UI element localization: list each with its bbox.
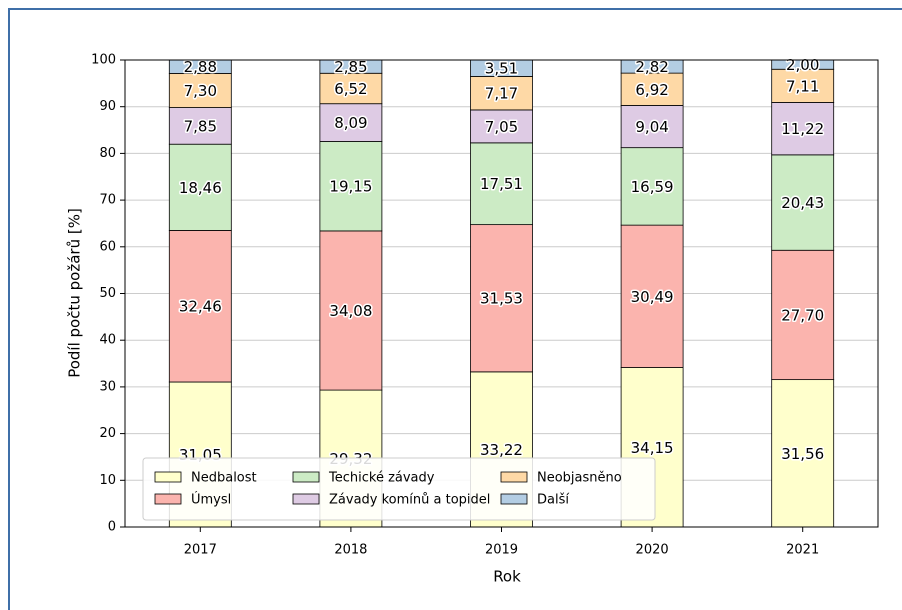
legend-box (142, 457, 656, 521)
y-tick-label: 30 (99, 379, 116, 394)
bar-segment (319, 72, 383, 105)
data-label: 8,09 (334, 114, 367, 132)
bar-segment (771, 68, 835, 103)
bar-segment (771, 154, 835, 251)
legend-swatch (292, 493, 320, 505)
bar-segment (470, 109, 533, 144)
data-label: 34,08 (329, 302, 372, 320)
bar-segment (168, 107, 232, 145)
legend-swatch (154, 493, 182, 505)
y-tick-label: 20 (99, 426, 116, 441)
bar-segment (470, 142, 533, 226)
legend-swatch (154, 471, 182, 483)
data-label: 33,22 (480, 441, 523, 459)
y-tick-label: 100 (91, 53, 116, 68)
x-tick-label: 2019 (485, 543, 518, 558)
data-label: 18,46 (179, 179, 222, 197)
bar-segment (620, 147, 684, 226)
x-tick-label: 2020 (636, 543, 669, 558)
data-label: 6,52 (334, 80, 367, 98)
y-tick-label: 50 (99, 286, 116, 301)
data-label: 2,88 (184, 58, 217, 76)
data-label: 31,56 (781, 445, 824, 463)
data-label: 11,22 (781, 120, 824, 138)
bar-segment (168, 143, 232, 231)
bar-segment (771, 102, 835, 156)
data-label: 31,53 (480, 290, 523, 308)
y-tick-label: 70 (99, 193, 116, 208)
data-label: 7,85 (184, 117, 217, 135)
bar-segment (168, 73, 232, 108)
x-tick-label: 2018 (334, 543, 367, 558)
x-tick-label: 2021 (786, 543, 819, 558)
legend-label: Závady komínů a topidel (329, 493, 490, 508)
legend-label: Úmysl (191, 492, 231, 508)
legend-label: Neobjasněno (537, 471, 622, 486)
bar-segment (470, 224, 533, 373)
bar-segment (319, 103, 383, 142)
data-label: 6,92 (635, 81, 668, 99)
legend-label: Další (537, 493, 569, 508)
bar-segment (771, 249, 835, 381)
data-label: 7,17 (485, 85, 518, 103)
data-label: 7,11 (786, 77, 819, 95)
data-label: 17,51 (480, 175, 523, 193)
data-label: 2,85 (334, 58, 367, 76)
bar-segment (168, 230, 232, 383)
data-label: 7,30 (184, 82, 217, 100)
bar-segment (319, 141, 383, 232)
bar-segment (620, 72, 684, 106)
y-tick-label: 40 (99, 333, 116, 348)
y-tick-label: 60 (99, 239, 116, 254)
data-label: 30,49 (631, 288, 674, 306)
data-label: 34,15 (631, 439, 674, 457)
y-tick-label: 10 (99, 473, 116, 488)
legend-label: Nedbalost (191, 471, 257, 486)
data-label: 32,46 (179, 298, 222, 316)
y-tick-label: 0 (108, 520, 116, 535)
legend-label: Techické závady (328, 471, 435, 486)
data-label: 20,43 (781, 194, 824, 212)
data-label: 2,82 (635, 58, 668, 76)
data-label: 2,00 (786, 56, 819, 74)
data-label: 3,51 (485, 60, 518, 78)
x-axis-label: Rok (493, 568, 521, 586)
plot-border (124, 59, 879, 528)
y-tick-label: 80 (99, 146, 116, 161)
legend-swatch (500, 493, 528, 505)
legend: Nedbalost Úmysl Techické závady Závady komí… (142, 457, 656, 521)
data-label: 7,05 (485, 118, 518, 136)
legend-swatch (292, 471, 320, 483)
data-label: 19,15 (329, 178, 372, 196)
bar-segment (620, 224, 684, 368)
bar-segment (470, 76, 533, 111)
data-label: 9,04 (635, 118, 668, 136)
legend-swatch (500, 471, 528, 483)
bar-segment (771, 379, 835, 528)
frame (8, 8, 902, 610)
x-tick-label: 2017 (184, 543, 217, 558)
data-label: 16,59 (631, 178, 674, 196)
y-tick-label: 90 (99, 99, 116, 114)
y-axis-label: Podíl počtu požárů [%] (66, 208, 84, 378)
data-label: 27,70 (781, 306, 824, 324)
bar-segment (319, 230, 383, 391)
